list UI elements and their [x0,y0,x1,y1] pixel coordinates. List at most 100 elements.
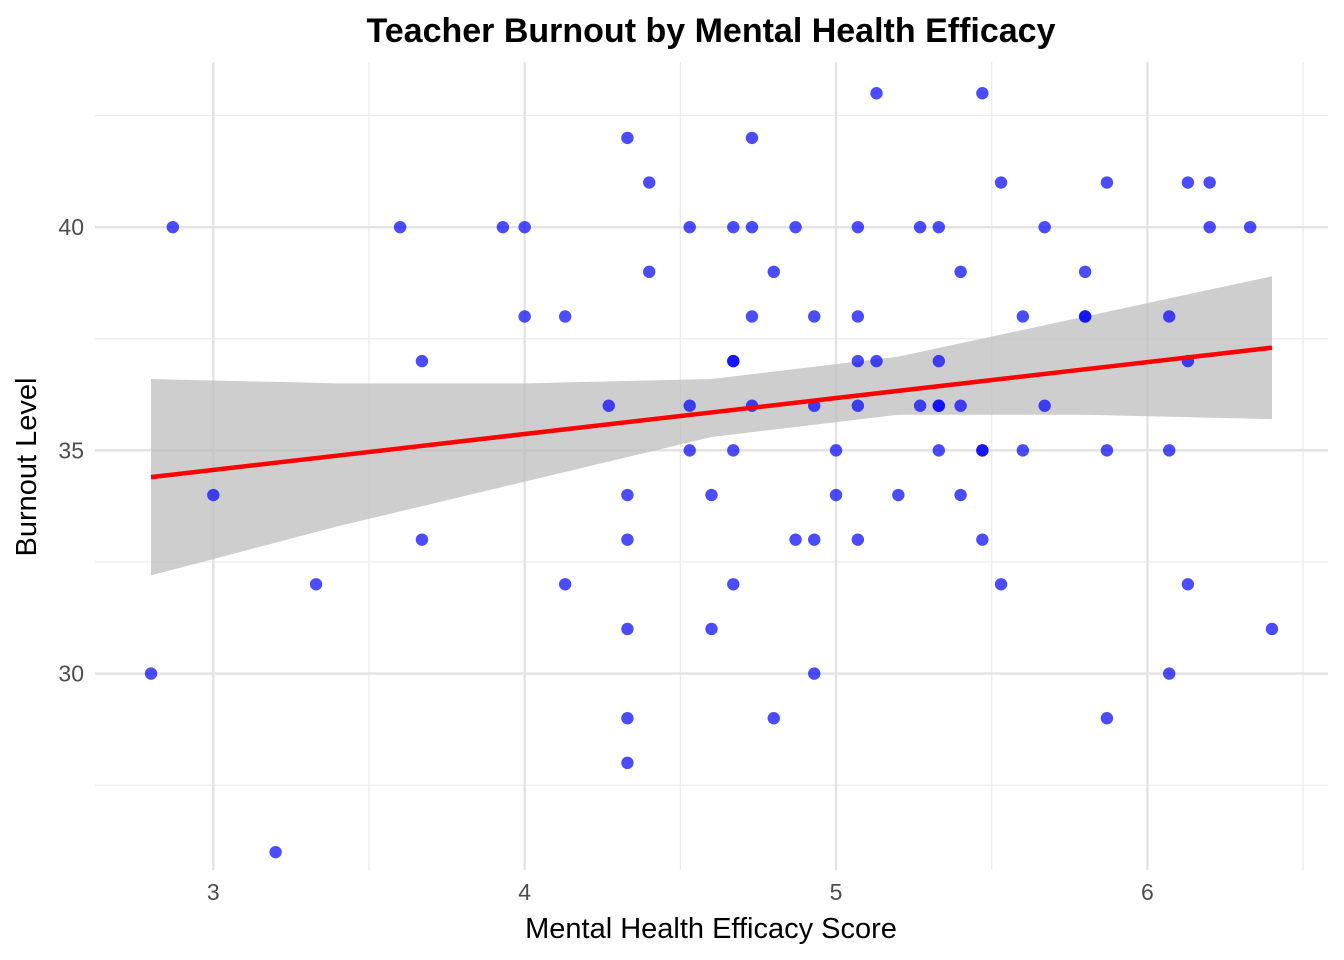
data-point [1100,176,1114,189]
data-point [808,667,821,680]
y-tick-label: 35 [58,437,84,463]
y-axis-title: Burnout Level [11,378,43,557]
data-point [621,488,634,502]
data-point [602,399,615,412]
data-point [829,444,843,457]
data-point [745,131,759,145]
data-point [683,220,696,234]
data-point [851,533,865,546]
data-point [1038,220,1051,234]
data-point [309,578,323,591]
data-point [705,488,718,502]
data-point [683,399,696,412]
trend-line [150,345,1273,480]
trend-layer [150,345,1273,480]
x-tick-label: 3 [207,879,220,905]
data-point [932,444,945,457]
data-point [1181,176,1195,189]
data-point [144,667,158,680]
data-point [643,265,656,279]
y-tick-label: 40 [58,214,84,240]
data-point [643,176,656,189]
x-tick-label: 6 [1141,879,1154,905]
data-point [558,578,572,591]
data-point [976,87,989,100]
data-point [269,845,282,859]
data-point [1078,310,1092,323]
data-point [892,488,905,502]
data-point [789,220,802,234]
data-point [1016,310,1030,323]
data-point [745,220,759,234]
data-point [705,622,718,636]
chart-title: Teacher Burnout by Mental Health Efficac… [367,12,1056,50]
data-point [1265,622,1279,636]
data-point [829,488,843,502]
data-point [767,265,780,279]
data-point [683,444,696,457]
data-point [415,354,429,368]
data-point [415,533,429,546]
data-point [727,578,740,591]
data-point [207,488,220,502]
data-point [954,399,967,412]
data-point [166,220,180,234]
data-point [1163,667,1176,680]
data-point [851,310,865,323]
x-axis-ticks: 3 4 5 6 [207,879,1154,905]
data-point [1038,399,1051,412]
data-point [621,756,634,770]
data-point [1016,444,1030,457]
data-point [727,354,740,368]
data-point [789,533,802,546]
data-point [1100,444,1114,457]
data-point [870,87,883,100]
data-point [621,533,634,546]
data-point [621,712,634,725]
data-point [621,622,634,636]
data-point [808,310,821,323]
data-point [976,533,989,546]
y-tick-label: 30 [58,661,84,687]
data-point [932,220,945,234]
x-tick-label: 5 [830,879,843,905]
y-axis-ticks: 30 35 40 [58,214,84,686]
data-point [1203,176,1216,189]
data-point [913,399,927,412]
data-point [1078,265,1092,279]
data-point [767,712,780,725]
data-point [496,220,510,234]
data-point [1181,578,1195,591]
data-point [954,488,967,502]
confidence-band [151,276,1272,576]
data-point [621,131,634,145]
data-point [1243,220,1257,234]
x-tick-label: 4 [518,879,531,905]
data-point [954,265,967,279]
data-point [994,578,1008,591]
data-point [976,444,989,457]
confidence-band-layer [151,276,1272,576]
data-point [932,354,945,368]
data-point [1163,444,1176,457]
data-point [745,310,759,323]
data-point [518,220,531,234]
data-point [518,310,531,323]
data-point [870,354,883,368]
data-point [851,399,865,412]
data-point [558,310,572,323]
data-point [1203,220,1216,234]
x-axis-title: Mental Health Efficacy Score [525,913,897,945]
data-point [393,220,407,234]
data-point [913,220,927,234]
data-point [932,399,945,412]
data-point [808,533,821,546]
data-point [851,220,865,234]
data-point [994,176,1008,189]
data-point [1100,712,1114,725]
data-point [1163,310,1176,323]
data-point [727,444,740,457]
data-point [851,354,865,368]
data-point [727,220,740,234]
